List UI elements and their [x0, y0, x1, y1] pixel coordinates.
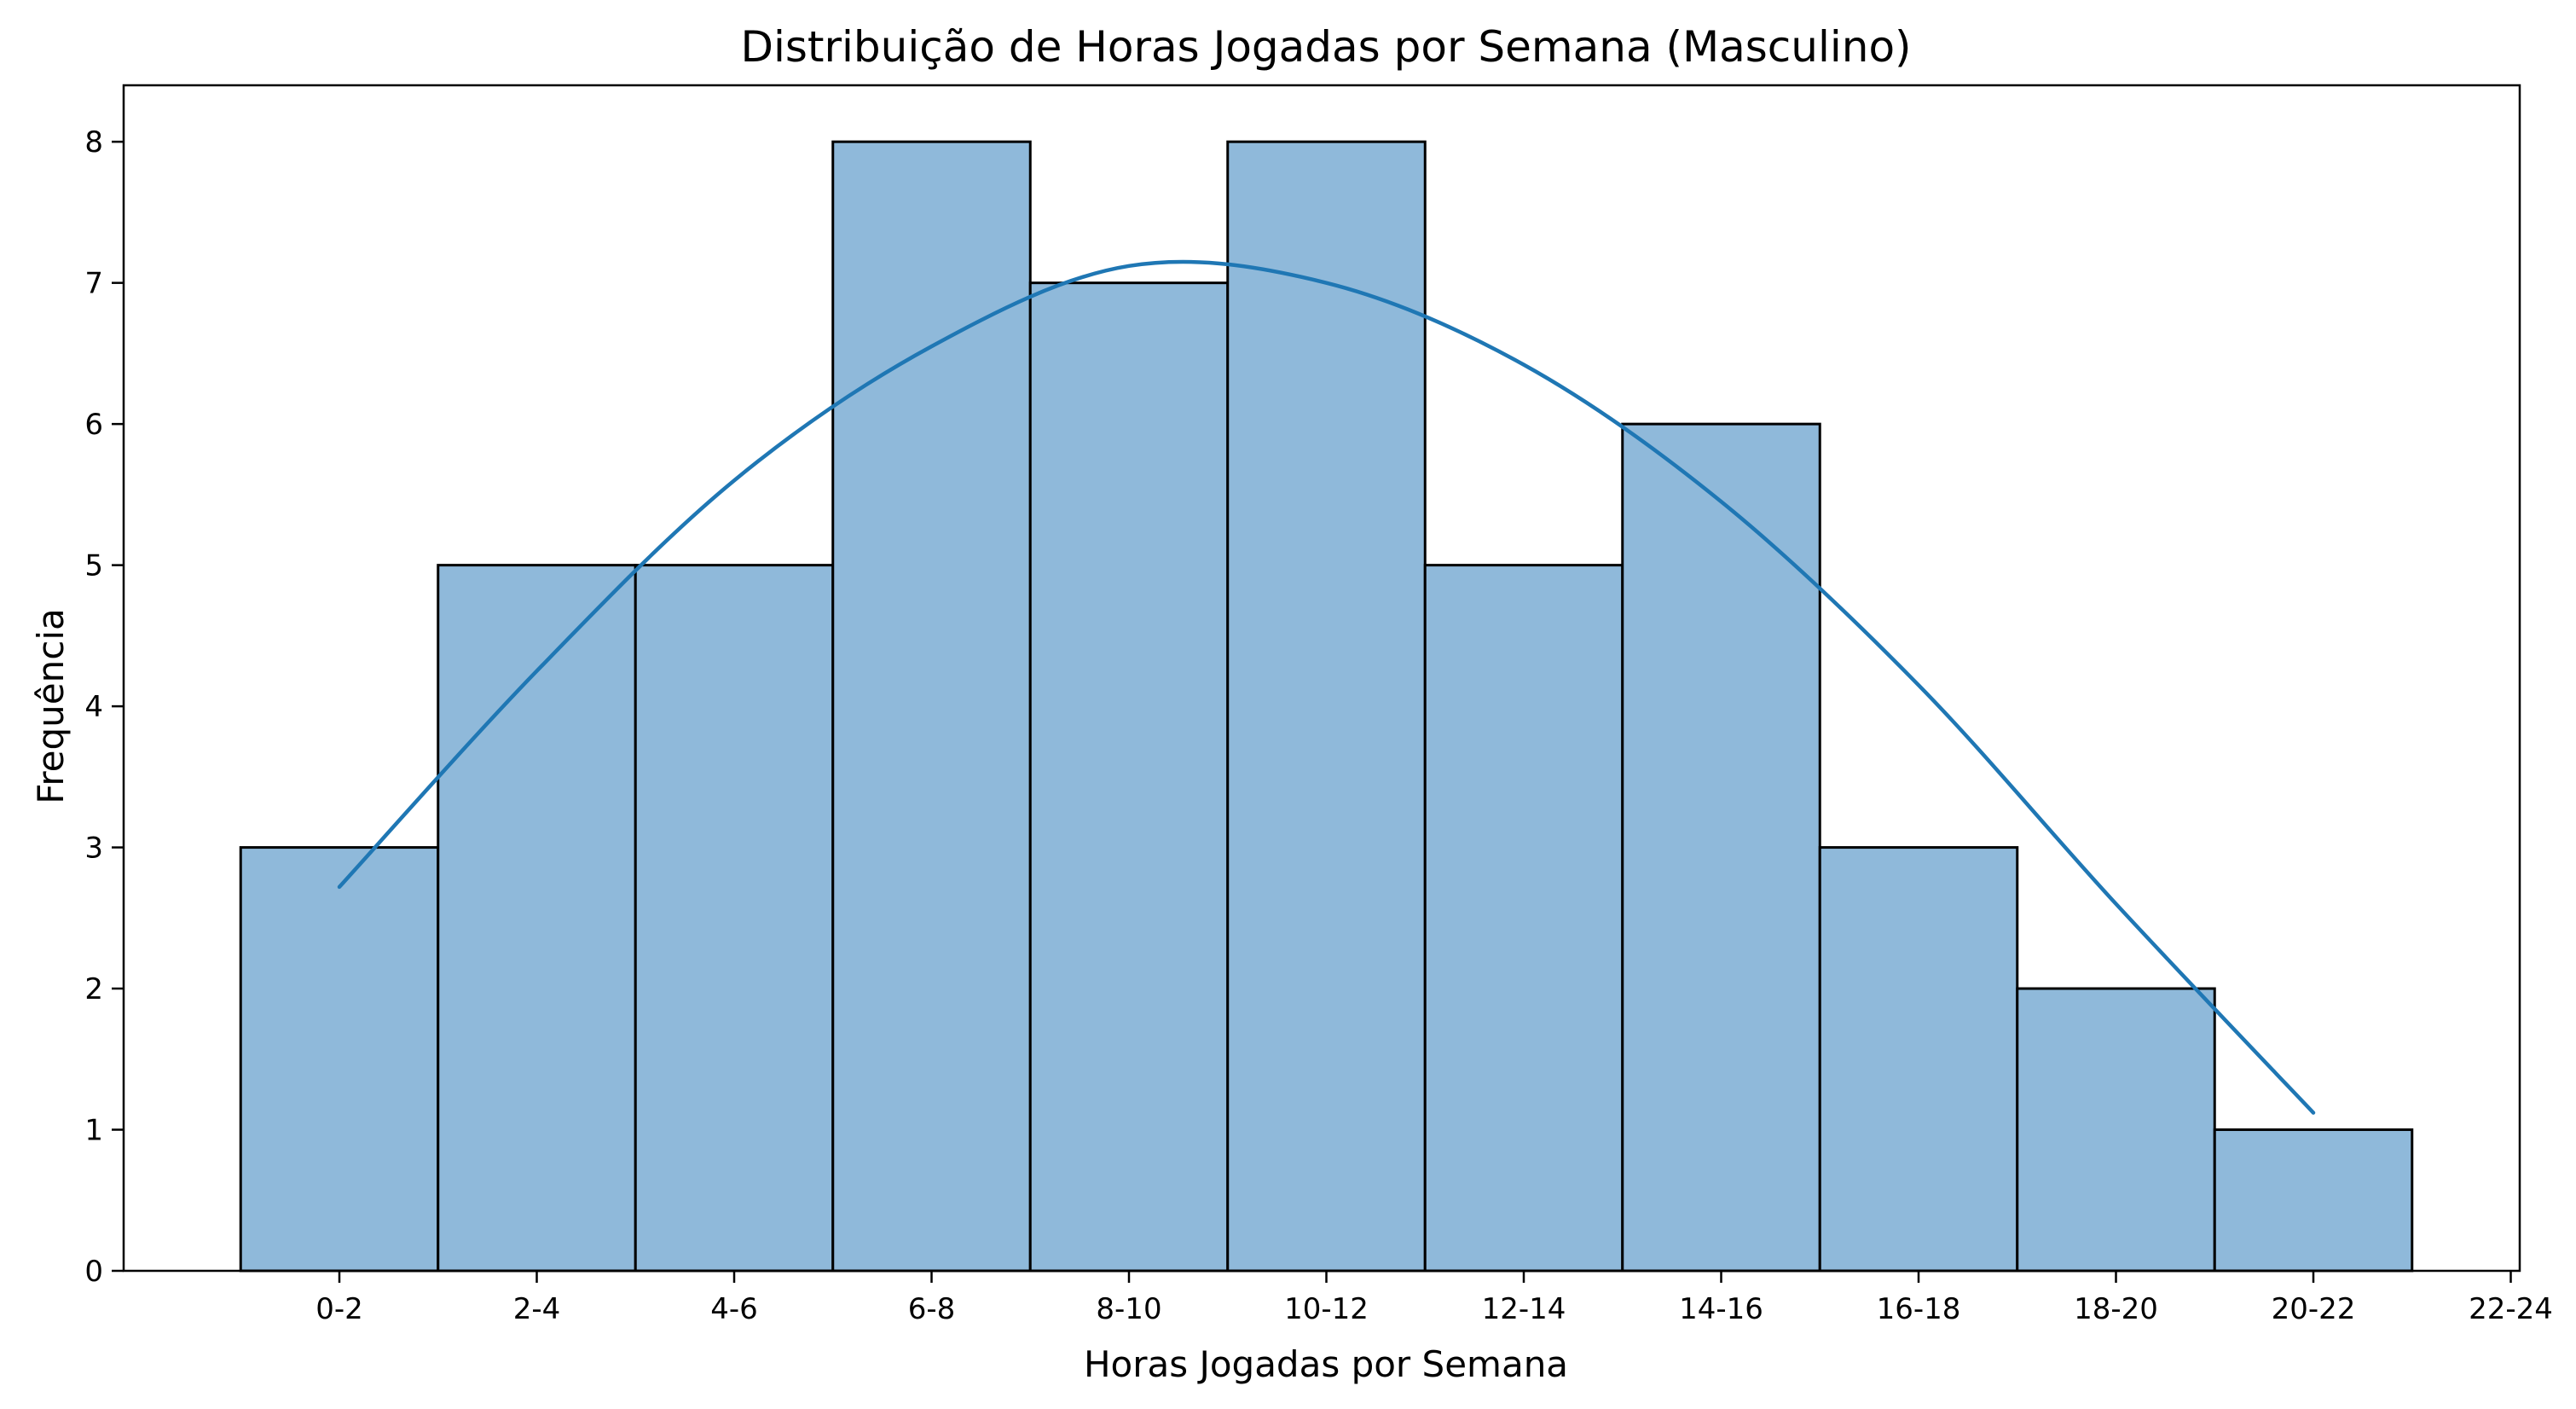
x-tick-label: 20-22 [2272, 1292, 2356, 1326]
x-tick-label: 2-4 [513, 1292, 561, 1326]
x-axis-ticks: 0-2 2-4 4-6 6-8 8-10 10-12 12-14 14-16 16-18 18-2… [315, 1271, 2553, 1326]
histogram-bars [239, 140, 2414, 1273]
y-tick-label: 4 [84, 690, 103, 724]
x-tick-label: 6-8 [908, 1292, 956, 1326]
y-tick-label: 3 [84, 832, 103, 866]
x-tick-label: 12-14 [1482, 1292, 1566, 1326]
y-axis-label: Frequência [30, 608, 72, 804]
x-axis-label: Horas Jogadas por Semana [1084, 1343, 1568, 1385]
histogram-bar [239, 846, 440, 1273]
histogram-bar [1621, 422, 1821, 1273]
histogram-bar [2016, 987, 2216, 1273]
x-tick-label: 10-12 [1284, 1292, 1369, 1326]
histogram-bar [1226, 140, 1427, 1273]
y-tick-label: 5 [84, 549, 103, 583]
x-tick-label: 4-6 [710, 1292, 758, 1326]
histogram-bar [831, 140, 1032, 1273]
histogram-bar [634, 564, 835, 1273]
y-tick-label: 6 [84, 408, 103, 442]
plot-frame [122, 84, 2521, 1273]
y-tick-label: 1 [84, 1114, 103, 1148]
histogram-bar [1028, 281, 1230, 1273]
histogram-bar [1818, 846, 2019, 1273]
histogram-bar [437, 564, 637, 1273]
x-tick-label: 16-18 [1877, 1292, 1961, 1326]
histogram-bar [2213, 1128, 2414, 1273]
x-tick-label: 8-10 [1096, 1292, 1161, 1326]
x-tick-label: 0-2 [315, 1292, 363, 1326]
x-tick-label: 22-24 [2469, 1292, 2553, 1326]
x-tick-label: 14-16 [1679, 1292, 1763, 1326]
y-axis-ticks: 0 1 2 3 4 5 6 7 8 [84, 125, 124, 1289]
chart-title: Distribuição de Horas Jogadas por Semana… [740, 22, 1911, 72]
x-tick-label: 18-20 [2074, 1292, 2158, 1326]
y-tick-label: 8 [84, 125, 103, 159]
kde-curve [337, 259, 2316, 1115]
y-tick-label: 2 [84, 972, 103, 1006]
y-tick-label: 0 [84, 1255, 103, 1289]
y-tick-label: 7 [84, 267, 103, 301]
histogram-bar [1423, 564, 1624, 1273]
